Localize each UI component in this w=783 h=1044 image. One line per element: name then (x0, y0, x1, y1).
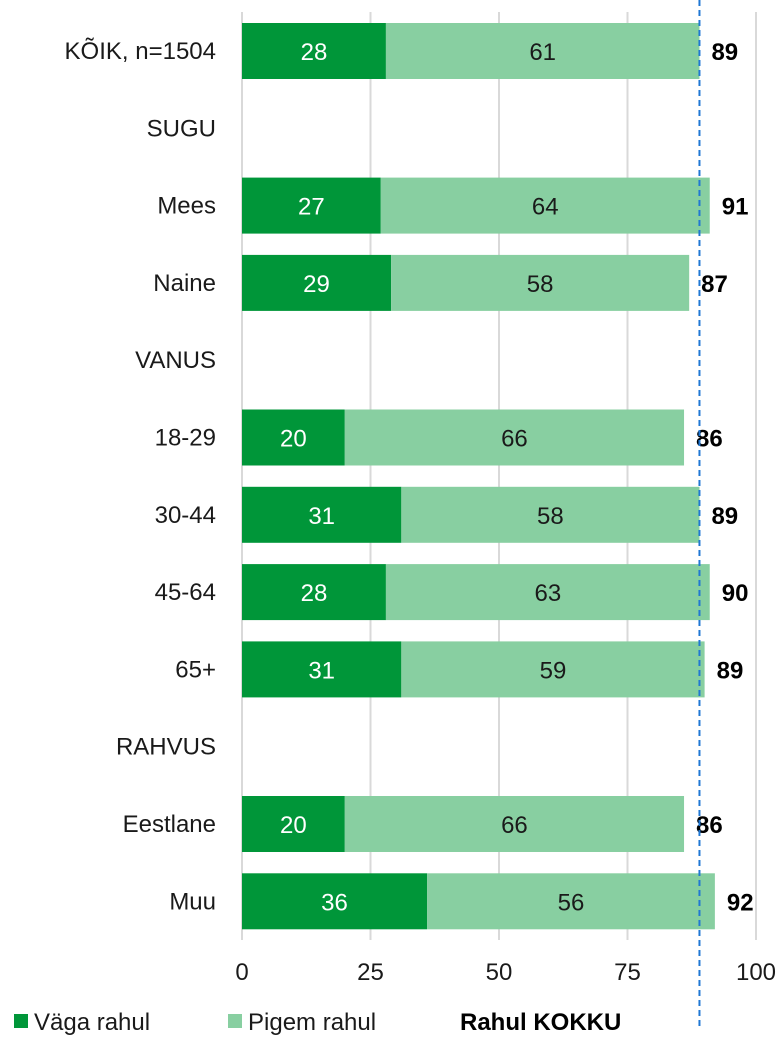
x-tick-label: 25 (357, 959, 384, 986)
bar-segment-pigem-rahul (344, 409, 685, 466)
segment-value-label: 20 (280, 426, 307, 453)
grid-lines (241, 12, 757, 940)
bar-segment-vaga-rahul (242, 177, 381, 234)
x-tick-label: 75 (614, 959, 641, 986)
segment-value-label: 56 (558, 889, 585, 916)
legend-swatch-vaga-rahul (14, 1014, 28, 1028)
segment-value-label: 20 (280, 812, 307, 839)
segment-value-label: 64 (532, 194, 559, 221)
bar-segment-vaga-rahul (242, 254, 392, 311)
bar-segment-vaga-rahul (242, 486, 402, 543)
category-label: 18-29 (155, 425, 216, 452)
segment-value-label: 61 (529, 39, 556, 66)
category-label: Muu (169, 888, 216, 915)
total-value-label: 87 (701, 271, 728, 298)
legend-label-pigem-rahul: Pigem rahul (248, 1009, 376, 1036)
category-label: 65+ (175, 656, 216, 683)
bar-segment-vaga-rahul (242, 873, 428, 930)
segment-value-label: 28 (301, 39, 328, 66)
total-value-label: 86 (696, 426, 723, 453)
total-value-label: 91 (722, 194, 749, 221)
segment-value-label: 66 (501, 426, 528, 453)
category-labels: KÕIK, n=1504 SUGU Mees Naine VANUS 18-29 30-44… (65, 37, 216, 915)
bar-segment-pigem-rahul (380, 177, 710, 234)
bar-segment-pigem-rahul (385, 23, 700, 79)
category-label: Eestlane (123, 811, 216, 838)
bar-segment-pigem-rahul (344, 796, 685, 852)
segment-value-label: 27 (298, 194, 325, 221)
x-tick-label: 0 (235, 959, 248, 986)
x-tick-label: 50 (486, 959, 513, 986)
bar-segment-pigem-rahul (427, 873, 715, 930)
bar-segment-vaga-rahul (242, 796, 345, 852)
total-value-label: 89 (717, 657, 744, 684)
total-value-label: 92 (727, 889, 754, 916)
category-label: Mees (157, 193, 216, 220)
category-label: RAHVUS (116, 734, 216, 761)
total-value-label: 86 (696, 812, 723, 839)
x-axis-ticks: 0 25 50 75 100 (235, 959, 776, 986)
segment-value-label: 31 (308, 657, 335, 684)
segment-value-label: 28 (301, 580, 328, 607)
bar-segment-vaga-rahul (242, 641, 402, 698)
x-tick-label: 100 (736, 959, 776, 986)
segment-value-label: 66 (501, 812, 528, 839)
total-value-label: 89 (711, 39, 738, 66)
total-value-label: 90 (722, 580, 749, 607)
legend: Väga rahul Pigem rahul Rahul KOKKU (14, 1009, 621, 1036)
segment-value-label: 63 (534, 580, 561, 607)
total-value-label: 89 (711, 503, 738, 530)
legend-label-vaga-rahul: Väga rahul (34, 1009, 150, 1036)
bar-segment-vaga-rahul (242, 564, 386, 621)
legend-label-rahul-kokku: Rahul KOKKU (460, 1009, 621, 1036)
category-label: Naine (153, 270, 216, 297)
bar-segment-pigem-rahul (401, 486, 700, 543)
category-label: VANUS (135, 347, 216, 374)
category-label: SUGU (147, 115, 216, 142)
bar-segment-pigem-rahul (391, 254, 690, 311)
bar-segment-pigem-rahul (401, 641, 705, 698)
bars: 28 61 89 27 64 91 29 58 87 20 66 86 31 58 89 28 63 90 31 59… (242, 23, 754, 930)
segment-value-label: 58 (527, 271, 554, 298)
bar-segment-vaga-rahul (242, 409, 345, 466)
bar-segment-vaga-rahul (242, 23, 386, 79)
segment-value-label: 29 (303, 271, 330, 298)
category-label: 30-44 (155, 502, 216, 529)
segment-value-label: 58 (537, 503, 564, 530)
segment-value-label: 31 (308, 503, 335, 530)
segment-value-label: 36 (321, 889, 348, 916)
category-label: 45-64 (155, 579, 216, 606)
legend-swatch-pigem-rahul (228, 1014, 242, 1028)
segment-value-label: 59 (540, 657, 567, 684)
bar-segment-pigem-rahul (385, 564, 710, 621)
category-label: KÕIK, n=1504 (65, 37, 216, 65)
